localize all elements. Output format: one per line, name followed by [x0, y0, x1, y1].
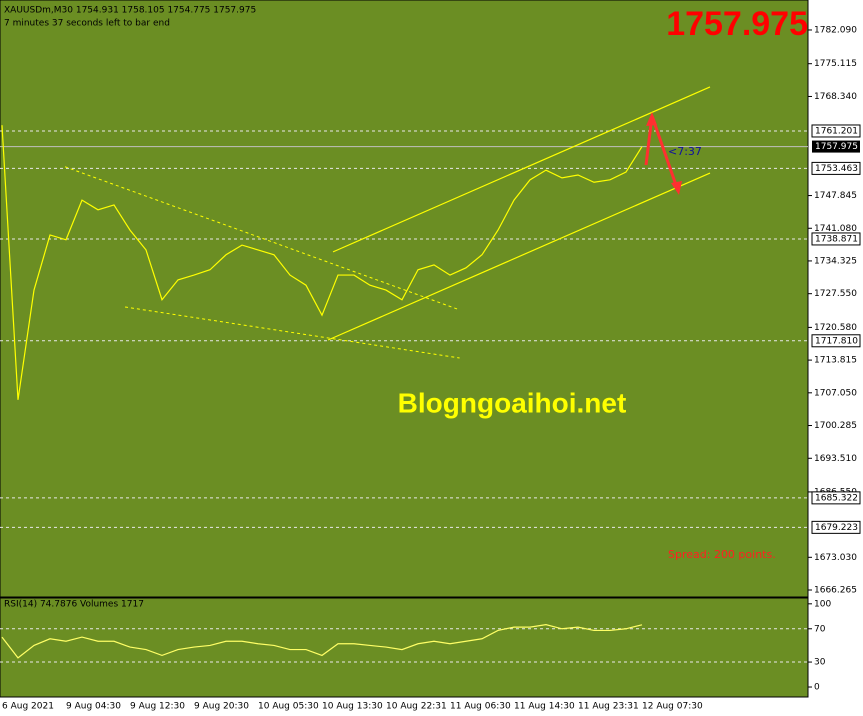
y-tick-label: 0	[814, 683, 820, 693]
x-tick-label: 10 Aug 13:30	[322, 702, 383, 712]
level-label: 1679.223	[815, 523, 858, 533]
x-tick-label: 11 Aug 14:30	[514, 702, 575, 712]
y-tick-label: 1707.050	[814, 388, 857, 398]
series-line	[1, 125, 643, 400]
x-tick-label: 11 Aug 06:30	[450, 702, 511, 712]
y-tick-label: 1775.115	[814, 59, 857, 69]
symbol-header: XAUUSDm,M30 1754.931 1758.105 1754.775 1…	[4, 6, 256, 16]
watermark: Blogngoaihoi.net	[398, 387, 627, 418]
y-tick-label: 1768.340	[814, 92, 857, 102]
level-label-box	[811, 334, 861, 348]
arrow-down	[650, 115, 679, 189]
trend-line	[124, 306, 460, 359]
level-label-box	[811, 232, 861, 246]
big-price: 1757.975	[666, 5, 808, 43]
level-label-box	[811, 124, 861, 138]
current-price-box	[812, 140, 860, 153]
timer: <7:37	[668, 145, 702, 158]
y-tick-label: 1666.265	[814, 586, 857, 596]
annotation-arrows	[644, 112, 682, 195]
level-label: 1717.810	[815, 336, 858, 346]
x-tick-label: 12 Aug 07:30	[642, 702, 703, 712]
y-tick-label: 70	[814, 624, 826, 634]
spread: Spread: 200 points.	[668, 548, 776, 561]
level-label: 1753.463	[815, 164, 858, 174]
y-tick-label: 1673.030	[814, 553, 857, 563]
y-tick-label: 1782.090	[814, 25, 857, 35]
current-price-label: 1757.975	[815, 142, 858, 152]
level-label-box	[811, 520, 861, 534]
y-tick-label: 1727.550	[814, 289, 857, 299]
rsi-title: RSI(14) 74.7876	[4, 600, 77, 610]
volumes-title: Volumes 1717	[80, 600, 144, 610]
x-tick-label: 9 Aug 12:30	[130, 702, 185, 712]
bar-timer: 7 minutes 37 seconds left to bar end	[4, 19, 170, 29]
trend-line	[332, 86, 711, 253]
x-tick-label: 11 Aug 23:31	[578, 702, 639, 712]
y-tick-label: 1693.510	[814, 454, 857, 464]
series-line	[1, 624, 643, 659]
price-panel	[0, 0, 809, 598]
y-tick-label: 1741.080	[814, 224, 857, 234]
level-label-box	[811, 161, 861, 175]
level-label: 1761.201	[815, 126, 858, 136]
y-tick-label: 30	[814, 658, 826, 668]
arrow-head	[671, 181, 682, 195]
level-label: 1738.871	[815, 234, 858, 244]
trend-line	[64, 166, 460, 311]
y-tick-label: 1720.580	[814, 323, 857, 333]
x-tick-label: 9 Aug 20:30	[194, 702, 249, 712]
y-tick-label: 1713.815	[814, 356, 857, 366]
y-tick-label: 1700.285	[814, 421, 857, 431]
x-tick-label: 9 Aug 04:30	[66, 702, 121, 712]
trend-line	[327, 172, 711, 341]
y-tick-label: 1734.325	[814, 256, 857, 266]
x-tick-label: 10 Aug 05:30	[258, 702, 319, 712]
y-tick-label: 100	[814, 599, 831, 609]
rsi-panel	[0, 597, 809, 698]
x-tick-label: 10 Aug 22:31	[386, 702, 447, 712]
level-label-box	[811, 491, 861, 505]
y-tick-label: 1747.845	[814, 191, 857, 201]
x-tick-label: 6 Aug 2021	[2, 702, 54, 712]
level-label: 1685.322	[815, 493, 858, 503]
